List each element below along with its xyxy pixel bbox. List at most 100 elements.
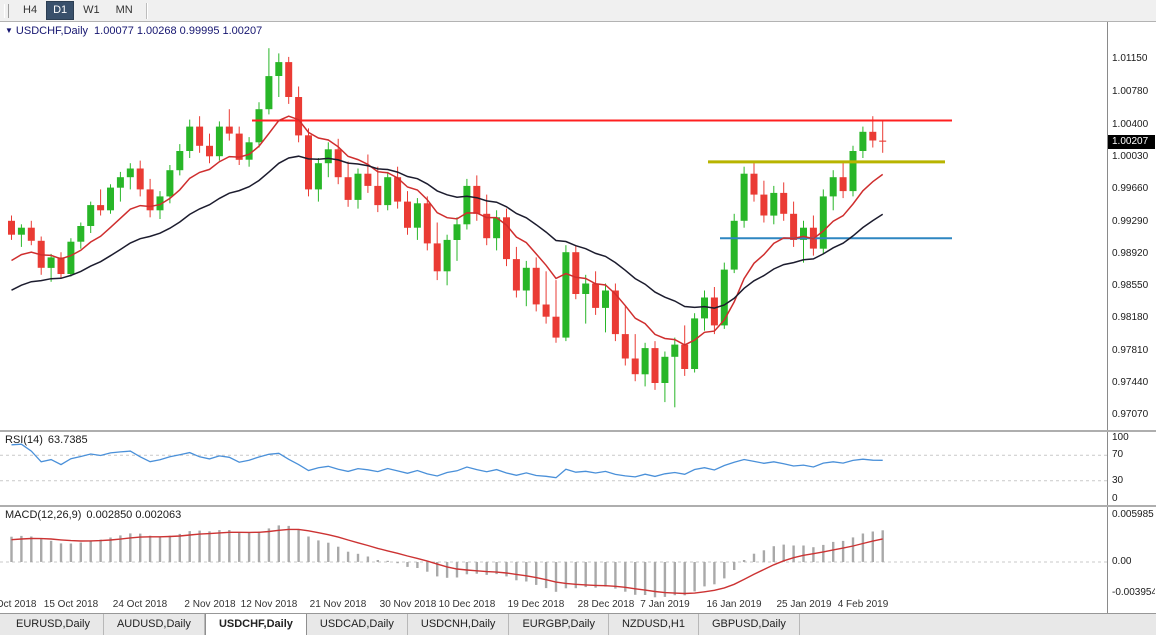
macd-histogram-bar bbox=[455, 562, 459, 578]
rsi-name: RSI(14) bbox=[5, 434, 43, 446]
macd-histogram-bar bbox=[257, 531, 261, 562]
macd-histogram-bar bbox=[238, 532, 241, 562]
macd-scale[interactable]: 0.005985 0.00 -0.003954 bbox=[1107, 507, 1155, 599]
macd-histogram-bar bbox=[841, 540, 845, 562]
macd-histogram-bar bbox=[515, 562, 518, 581]
macd-histogram-bar bbox=[297, 529, 300, 562]
scale-tick: 1.01150 bbox=[1112, 53, 1148, 65]
macd-histogram-bar bbox=[554, 562, 558, 592]
time-axis-label: 24 Oct 2018 bbox=[112, 599, 168, 610]
macd-histogram-bar bbox=[643, 562, 647, 595]
current-price-tag: 1.00207 bbox=[1108, 135, 1155, 149]
macd-histogram-bar bbox=[752, 553, 756, 562]
symbol-label: USDCHF,Daily bbox=[15, 25, 89, 37]
panel-separator[interactable] bbox=[0, 505, 1156, 507]
macd-histogram-bar bbox=[99, 539, 102, 562]
candlestick-chart-canvas bbox=[8, 48, 952, 408]
rsi-panel[interactable]: RSI(14) 63.7385 bbox=[0, 432, 1107, 505]
macd-histogram-bar bbox=[802, 545, 805, 562]
price-chart-area[interactable]: ▼ USDCHF,Daily 1.00077 1.00268 0.99995 1.0… bbox=[0, 22, 1107, 430]
scale-tick: 0 bbox=[1112, 493, 1118, 504]
macd-histogram-bar bbox=[832, 541, 835, 562]
timeframe-h4-button[interactable]: H4 bbox=[16, 1, 44, 20]
macd-histogram-bar bbox=[485, 562, 488, 575]
macd-histogram-bar bbox=[436, 562, 439, 577]
macd-panel-row: MACD(12,26,9) 0.002850 0.002063 0.005985 0… bbox=[0, 507, 1156, 599]
main-chart-row: ▼ USDCHF,Daily 1.00077 1.00268 0.99995 1.0… bbox=[0, 22, 1156, 430]
macd-histogram-bar bbox=[535, 562, 538, 585]
time-axis-label: 7 Jan 2019 bbox=[640, 599, 690, 610]
scale-tick: 0.99290 bbox=[1112, 215, 1149, 227]
tab-nzdusd[interactable]: NZDUSD,H1 bbox=[609, 614, 699, 635]
timeframe-d1-button[interactable]: D1 bbox=[46, 1, 75, 20]
macd-histogram-bar bbox=[871, 531, 874, 562]
scale-tick: 0.97070 bbox=[1112, 409, 1149, 421]
scale-tick: 1.00030 bbox=[1112, 151, 1149, 163]
tab-usdcnh[interactable]: USDCNH,Daily bbox=[408, 614, 510, 635]
macd-values: 0.002850 0.002063 bbox=[86, 509, 182, 521]
macd-histogram-bar bbox=[247, 533, 251, 562]
time-axis-row: 5 Oct 2018 15 Oct 2018 24 Oct 2018 2 Nov 20… bbox=[0, 599, 1156, 613]
time-axis: 5 Oct 2018 15 Oct 2018 24 Oct 2018 2 Nov 20… bbox=[0, 599, 1107, 613]
macd-histogram-bar bbox=[663, 562, 667, 597]
scale-tick: 0.97810 bbox=[1112, 344, 1149, 356]
chart-tab-bar: EURUSD,Daily AUDUSD,Daily USDCHF,Daily USDC… bbox=[0, 613, 1156, 635]
macd-panel[interactable]: MACD(12,26,9) 0.002850 0.002063 bbox=[0, 507, 1107, 599]
macd-histogram-bar bbox=[178, 533, 181, 562]
scale-tick: 0.98180 bbox=[1112, 312, 1149, 324]
ma-fast-line bbox=[11, 115, 884, 346]
tab-gbpusd[interactable]: GBPUSD,Daily bbox=[699, 614, 800, 635]
macd-histogram-bar bbox=[574, 562, 577, 589]
timeframe-toolbar: H4 D1 W1 MN bbox=[0, 0, 1156, 22]
macd-histogram-bar bbox=[822, 544, 825, 562]
macd-histogram-bar bbox=[742, 560, 746, 562]
macd-histogram-bar bbox=[673, 562, 676, 596]
price-scale[interactable]: 1.00207 1.01150 1.00780 1.00400 1.00030 0.99… bbox=[1107, 22, 1155, 430]
macd-histogram-bar bbox=[49, 540, 53, 562]
macd-histogram-bar bbox=[703, 562, 706, 587]
timeframe-mn-button[interactable]: MN bbox=[109, 1, 140, 20]
macd-histogram-bar bbox=[109, 537, 112, 562]
time-axis-label: 16 Jan 2019 bbox=[706, 599, 762, 610]
macd-histogram-bar bbox=[683, 562, 686, 596]
time-axis-label: 25 Jan 2019 bbox=[776, 599, 832, 610]
timeframe-buttons: H4 D1 W1 MN bbox=[15, 1, 141, 20]
tab-eurusd[interactable]: EURUSD,Daily bbox=[3, 614, 104, 635]
macd-histogram-bar bbox=[792, 545, 795, 562]
macd-histogram-bar bbox=[594, 562, 597, 588]
tab-audusd[interactable]: AUDUSD,Daily bbox=[104, 614, 205, 635]
macd-histogram-bar bbox=[495, 562, 498, 575]
macd-histogram-bar bbox=[693, 562, 696, 592]
tab-eurgbp[interactable]: EURGBP,Daily bbox=[509, 614, 609, 635]
macd-histogram-bar bbox=[505, 562, 508, 577]
time-axis-label: 10 Dec 2018 bbox=[438, 599, 496, 610]
macd-histogram-bar bbox=[158, 536, 162, 562]
toolbar-grip[interactable] bbox=[4, 3, 9, 18]
macd-histogram-bar bbox=[267, 528, 271, 562]
panel-separator[interactable] bbox=[0, 430, 1156, 432]
collapse-arrow-icon[interactable]: ▼ bbox=[5, 26, 13, 35]
tab-usdchf[interactable]: USDCHF,Daily bbox=[204, 614, 307, 635]
timeframe-w1-button[interactable]: W1 bbox=[76, 1, 107, 20]
tab-usdcad[interactable]: USDCAD,Daily bbox=[307, 614, 408, 635]
scale-tick: 30 bbox=[1112, 474, 1124, 486]
macd-histogram-bar bbox=[337, 546, 340, 562]
macd-histogram-bar bbox=[881, 530, 884, 562]
macd-histogram-bar bbox=[544, 562, 548, 589]
scale-tick: -0.003954 bbox=[1112, 587, 1155, 598]
time-axis-label: 28 Dec 2018 bbox=[577, 599, 635, 610]
macd-histogram-bar bbox=[40, 539, 43, 562]
scale-tick: 0.97440 bbox=[1112, 376, 1149, 388]
macd-histogram-bar bbox=[376, 560, 379, 562]
rsi-line bbox=[11, 443, 883, 479]
macd-histogram-bar bbox=[624, 562, 627, 592]
macd-histogram-bar bbox=[228, 530, 231, 562]
ma-slow-line bbox=[11, 155, 884, 309]
rsi-scale[interactable]: 100 70 30 0 bbox=[1107, 432, 1155, 505]
macd-histogram-bar bbox=[713, 562, 716, 585]
macd-histogram-bar bbox=[851, 537, 855, 562]
rsi-label: RSI(14) 63.7385 bbox=[5, 434, 88, 446]
time-axis-label: 30 Nov 2018 bbox=[379, 599, 437, 610]
time-axis-label: 21 Nov 2018 bbox=[309, 599, 367, 610]
macd-histogram-bar bbox=[79, 542, 82, 562]
